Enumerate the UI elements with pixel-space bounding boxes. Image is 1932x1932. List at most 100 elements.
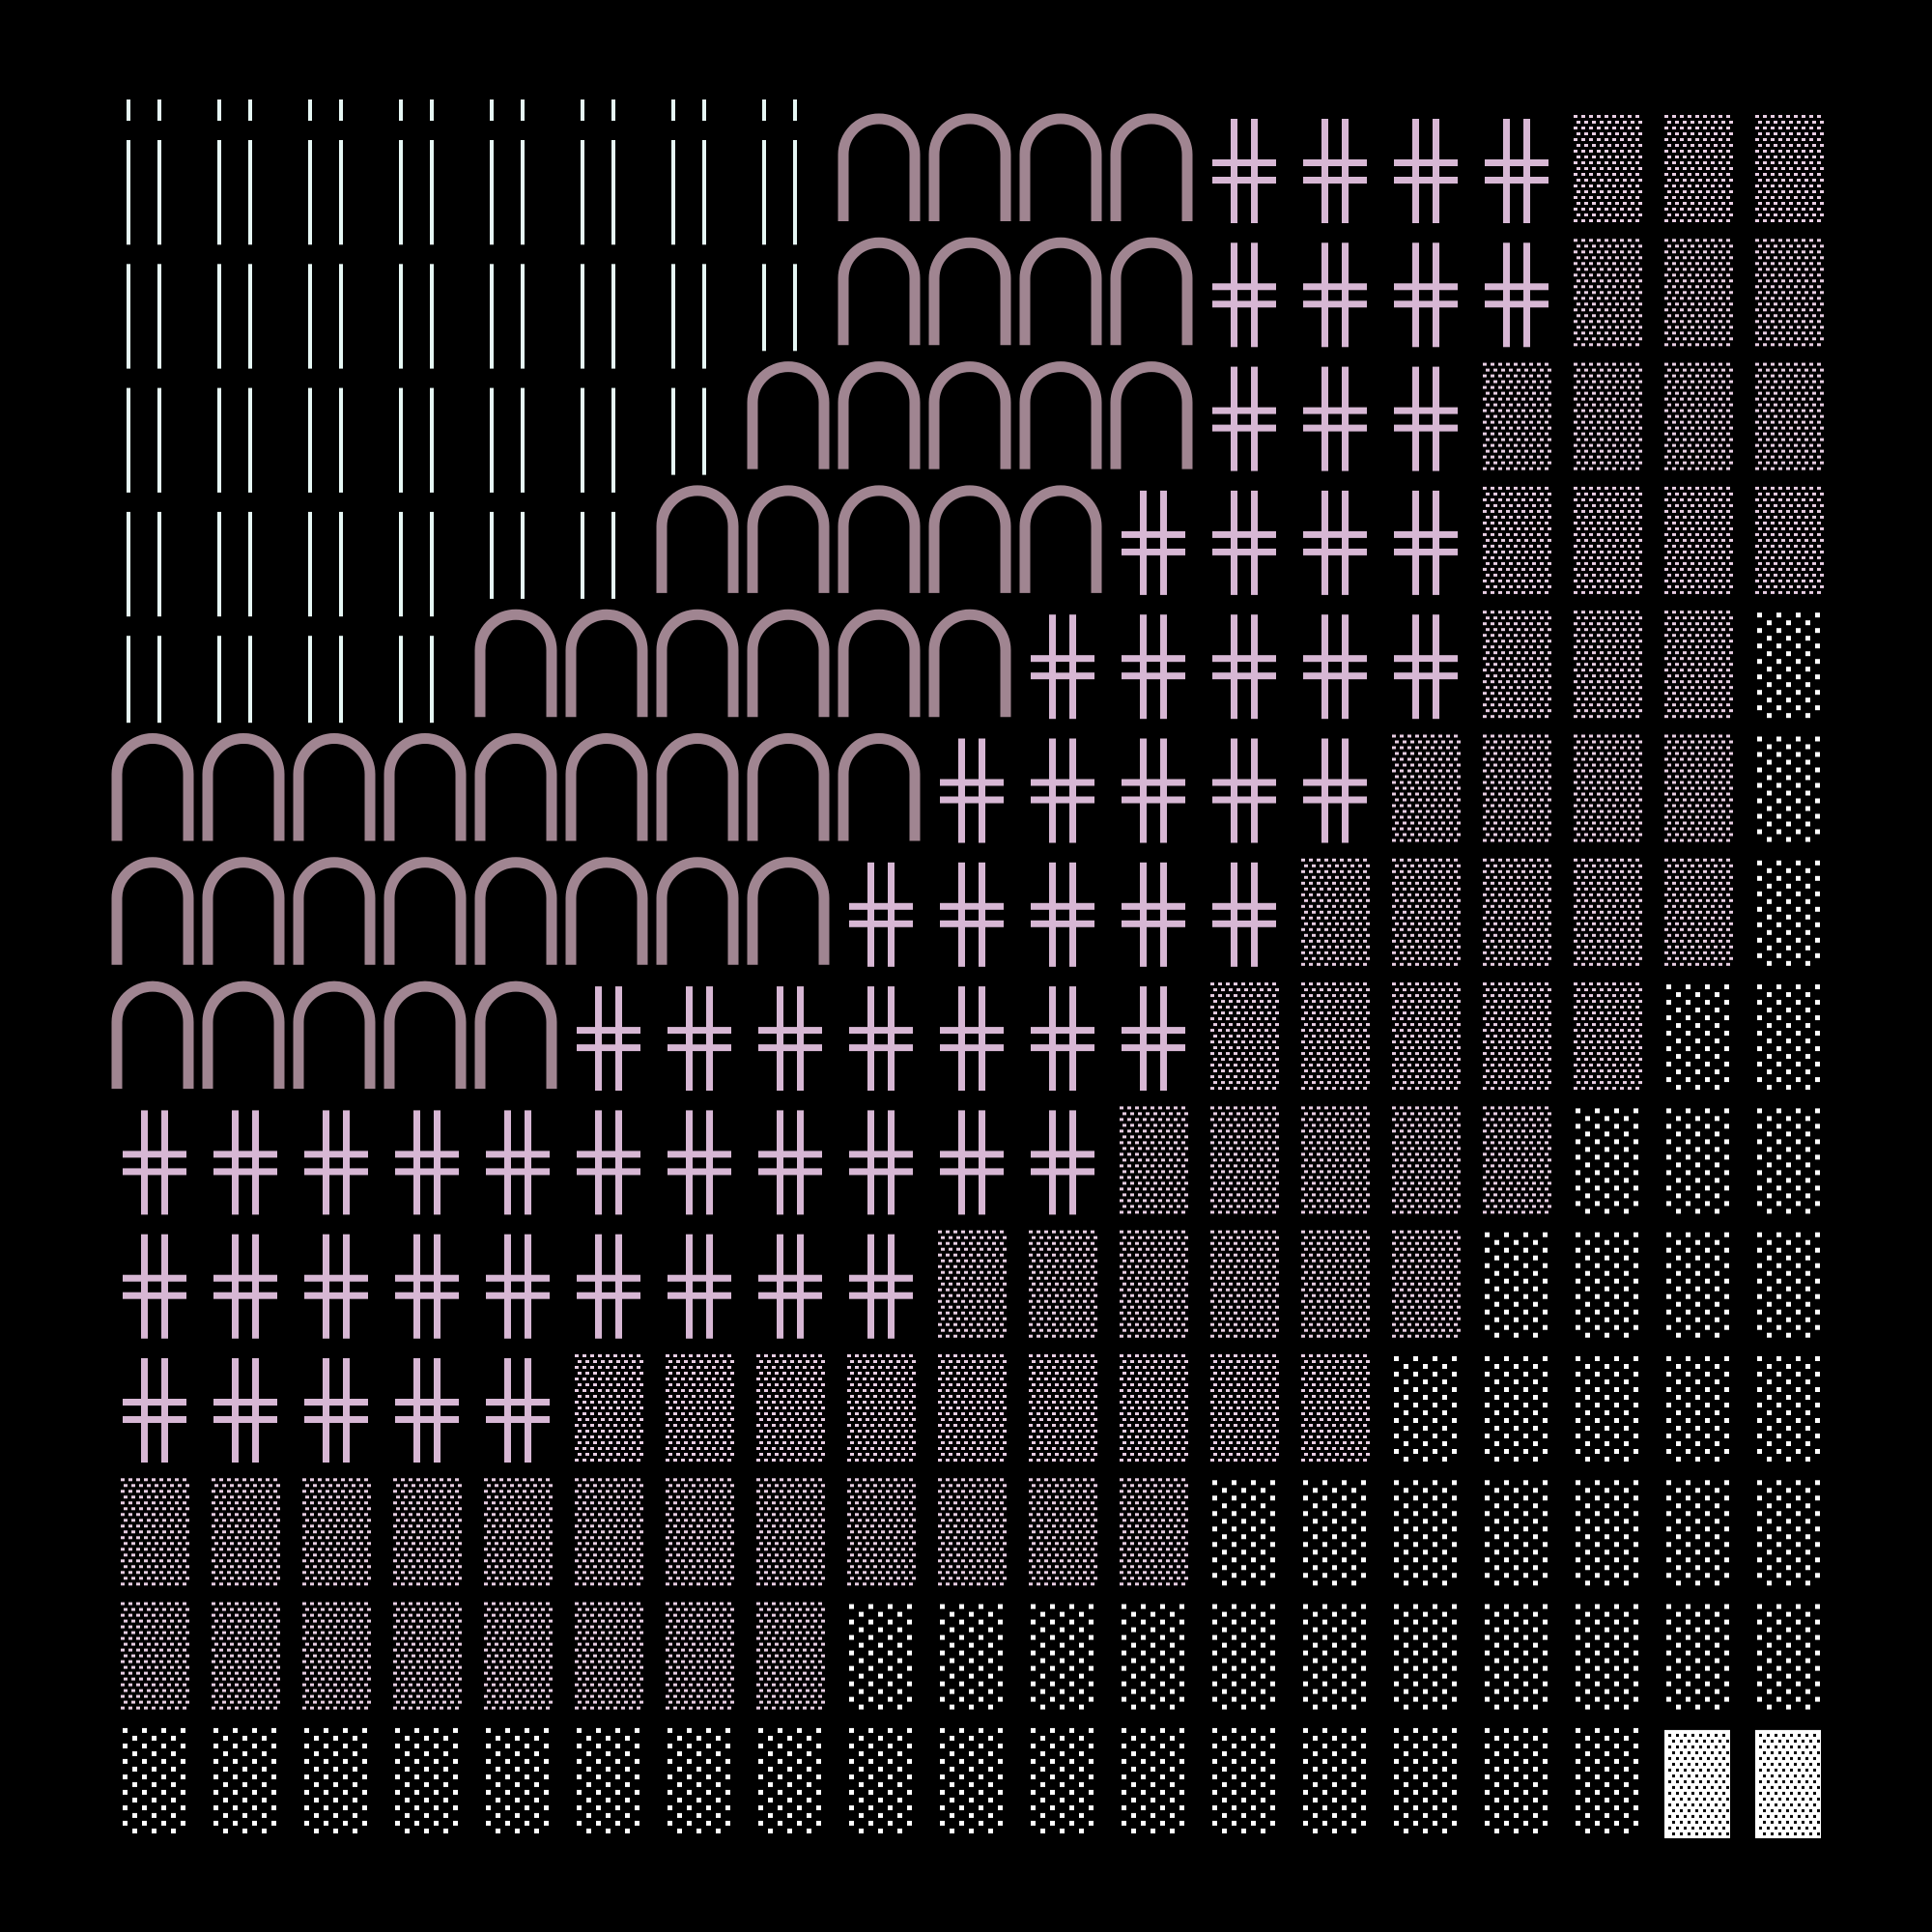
tile-arches: [565, 733, 648, 841]
tile-dots-dense: [1301, 858, 1370, 966]
tile-arches: [565, 857, 648, 965]
tile-dots-sparse: [940, 1604, 1003, 1710]
tile-arches: [565, 609, 648, 718]
tile-crosses: [1212, 119, 1276, 223]
tile-dots-sparse: [1576, 1480, 1638, 1586]
tile-dots-sparse: [1485, 1604, 1548, 1710]
tile-dots-sparse: [1757, 612, 1820, 719]
tile-dots-sparse: [1485, 1727, 1548, 1833]
tile-lines: [581, 223, 615, 352]
tile-dots-dense: [212, 1478, 280, 1586]
tile-lines: [399, 595, 434, 724]
tile-arches: [202, 980, 285, 1090]
tile-dots-dense: [1301, 982, 1370, 1091]
tile-arches: [384, 733, 467, 841]
tile-arches: [111, 980, 194, 1090]
tile-crosses: [1394, 119, 1458, 223]
tile-crosses: [1212, 490, 1276, 595]
tile-dots-dense: [302, 1602, 371, 1710]
tile-lines: [308, 470, 343, 599]
tile-lines: [308, 595, 343, 724]
tile-crosses: [395, 1110, 459, 1215]
tile-arches: [293, 980, 376, 1090]
tile-dots-dense: [666, 1354, 734, 1462]
tile-crosses: [1122, 738, 1185, 843]
tile-crosses: [668, 1110, 731, 1215]
tile-dots-dense: [1664, 486, 1733, 594]
tile-dots-sparse: [577, 1727, 639, 1833]
tile-dots-dense: [1210, 1106, 1279, 1214]
tile-crosses: [1485, 242, 1548, 348]
tile-crosses: [1212, 738, 1276, 843]
tile-arches: [111, 733, 194, 841]
tile-crosses: [1122, 862, 1185, 967]
tile-arches: [293, 857, 376, 965]
tile-arches: [111, 857, 194, 965]
tile-dots-solid: [1664, 1729, 1730, 1838]
tile-arches: [838, 485, 921, 593]
tile-crosses: [1031, 986, 1094, 1092]
tile-dots-sparse: [1666, 984, 1729, 1091]
tile-dots-sparse: [1666, 1232, 1729, 1338]
tile-crosses: [940, 1110, 1004, 1215]
tile-dots-sparse: [1212, 1604, 1275, 1710]
tile-dots-dense: [1210, 1354, 1279, 1462]
tile-crosses: [940, 862, 1004, 967]
tile-dots-dense: [938, 1354, 1007, 1462]
tile-crosses: [849, 1110, 913, 1215]
tile-dots-dense: [1664, 362, 1733, 470]
tile-crosses: [577, 986, 640, 1092]
tile-dots-dense: [1301, 1230, 1370, 1338]
tile-crosses: [1394, 242, 1458, 348]
tile-lines: [217, 347, 252, 475]
tile-lines: [762, 223, 797, 352]
tile-dots-dense: [1574, 982, 1642, 1091]
tile-lines: [127, 223, 161, 352]
tile-crosses: [849, 862, 913, 967]
tile-dots-dense: [1574, 858, 1642, 966]
tile-crosses: [1394, 614, 1458, 720]
tile-crosses: [1303, 738, 1367, 843]
tile-dots-dense: [847, 1478, 916, 1586]
tile-lines: [581, 470, 615, 599]
tile-dots-sparse: [304, 1727, 367, 1833]
tile-crosses: [1031, 738, 1094, 843]
tile-dots-dense: [1029, 1354, 1097, 1462]
tile-dots-dense: [1574, 362, 1642, 470]
tile-dots-sparse: [1757, 1108, 1820, 1214]
tile-dots-dense: [756, 1478, 825, 1586]
tile-dots-sparse: [213, 1727, 276, 1833]
tile-lines: [127, 470, 161, 599]
tile-arches: [293, 733, 376, 841]
tile-dots-sparse: [1485, 1356, 1548, 1462]
tile-dots-sparse: [1394, 1356, 1457, 1462]
tile-dots-sparse: [1212, 1727, 1275, 1833]
tile-crosses: [758, 1234, 822, 1339]
tile-crosses: [213, 1234, 277, 1339]
tile-dots-sparse: [1212, 1480, 1275, 1586]
tile-arches: [747, 485, 830, 593]
tile-arches: [1019, 113, 1102, 221]
tile-lines: [490, 470, 525, 599]
tile-arches: [1110, 361, 1193, 469]
tile-arches: [202, 857, 285, 965]
tile-dots-dense: [666, 1602, 734, 1710]
tile-dots-dense: [484, 1602, 553, 1710]
tile-dots-dense: [1301, 1106, 1370, 1214]
tile-dots-dense: [1483, 486, 1551, 594]
tile-crosses: [1212, 366, 1276, 471]
tile-lines: [671, 223, 706, 352]
tile-arches: [747, 361, 830, 469]
tile-crosses: [486, 1234, 550, 1339]
tile-grid: [111, 99, 1824, 1838]
tile-arches: [1019, 237, 1102, 346]
tile-crosses: [1303, 614, 1367, 720]
tile-arches: [1110, 237, 1193, 346]
tile-crosses: [304, 1234, 368, 1339]
tile-arches: [656, 857, 739, 965]
tile-crosses: [395, 1234, 459, 1339]
tile-arches: [838, 609, 921, 718]
tile-dots-dense: [1664, 611, 1733, 719]
tile-lines: [127, 347, 161, 475]
